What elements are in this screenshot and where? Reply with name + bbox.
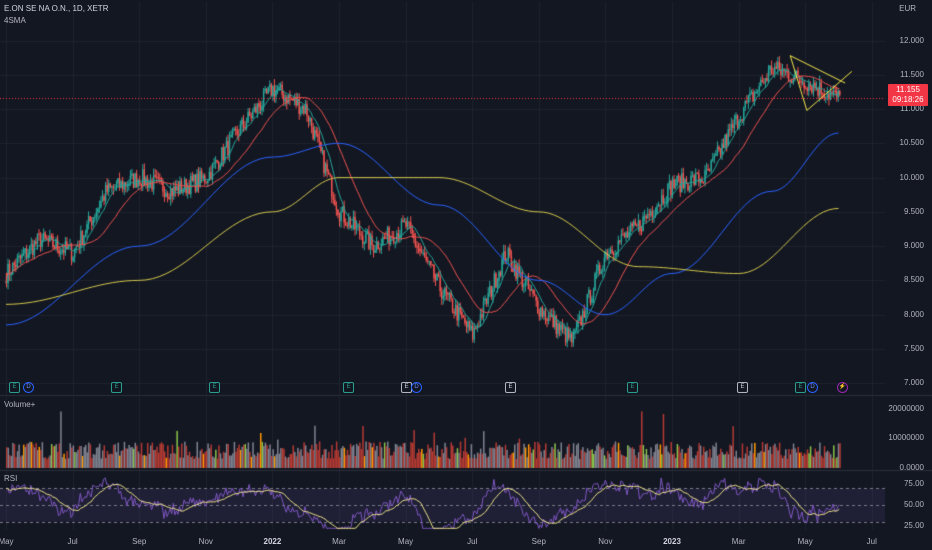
- price-axis-tick: 10.500: [899, 138, 924, 148]
- time-axis-tick: May: [0, 537, 14, 546]
- dividend-event-icon[interactable]: D: [807, 382, 818, 393]
- symbol-title[interactable]: E.ON SE NA O.N., 1D, XETR: [4, 4, 109, 13]
- earnings-event-icon[interactable]: E: [343, 382, 354, 393]
- volume-pane-title[interactable]: Volume+: [4, 400, 36, 409]
- time-axis-tick: Jul: [866, 537, 877, 546]
- time-axis-tick: May: [797, 537, 813, 546]
- volume-axis-tick: 10000000: [888, 433, 924, 443]
- current-price-badge: 11.155 09:18:26: [888, 84, 928, 106]
- earnings-event-icon[interactable]: E: [505, 382, 516, 393]
- indicator-label[interactable]: 4SMA: [4, 16, 26, 25]
- time-axis-tick: Sep: [132, 537, 147, 546]
- volume-axis-tick: 20000000: [888, 403, 924, 413]
- price-axis-tick: 8.500: [903, 275, 924, 285]
- earnings-event-icon[interactable]: E: [627, 382, 638, 393]
- time-axis-tick: Mar: [332, 537, 346, 546]
- price-axis-tick: 9.000: [903, 241, 924, 251]
- rsi-axis-tick: 75.00: [903, 479, 924, 489]
- bar-countdown: 09:18:26: [892, 95, 924, 104]
- rsi-axis-tick: 25.00: [903, 520, 924, 530]
- split-event-icon[interactable]: ⚡: [837, 382, 848, 393]
- rsi-axis-tick: 50.00: [903, 500, 924, 510]
- time-axis-tick: Sep: [531, 537, 546, 546]
- time-axis-tick: Mar: [731, 537, 746, 546]
- currency-label: EUR: [899, 4, 916, 13]
- price-axis-tick: 11.500: [900, 69, 924, 79]
- time-axis-tick: Jul: [467, 537, 478, 546]
- rsi-pane-title[interactable]: RSI: [4, 474, 18, 483]
- time-axis-tick: 2023: [663, 537, 681, 546]
- price-axis-tick: 12.000: [899, 35, 924, 45]
- price-axis-tick: 7.000: [903, 378, 924, 388]
- time-axis-tick: 2022: [263, 537, 282, 546]
- price-axis-tick: 11.000: [900, 104, 924, 114]
- earnings-event-icon[interactable]: E: [9, 382, 20, 393]
- price-axis-tick: 7.500: [903, 343, 924, 353]
- price-axis-tick: 8.000: [903, 309, 924, 319]
- time-axis-tick: Jul: [67, 537, 78, 546]
- price-axis-tick: 10.000: [899, 172, 924, 182]
- dividend-event-icon[interactable]: D: [411, 382, 422, 393]
- earnings-event-icon[interactable]: E: [737, 382, 748, 393]
- time-axis-tick: May: [398, 537, 414, 546]
- earnings-event-icon[interactable]: E: [111, 382, 122, 393]
- earnings-event-icon[interactable]: E: [209, 382, 220, 393]
- current-price-value: 11.155: [896, 85, 920, 94]
- price-axis-tick: 9.500: [903, 206, 924, 216]
- time-axis-tick: Nov: [598, 537, 613, 546]
- dividend-event-icon[interactable]: D: [23, 382, 34, 393]
- time-axis-tick: Nov: [198, 537, 213, 546]
- volume-axis-tick: 0.0000: [899, 463, 924, 472]
- earnings-event-icon[interactable]: E: [795, 382, 806, 393]
